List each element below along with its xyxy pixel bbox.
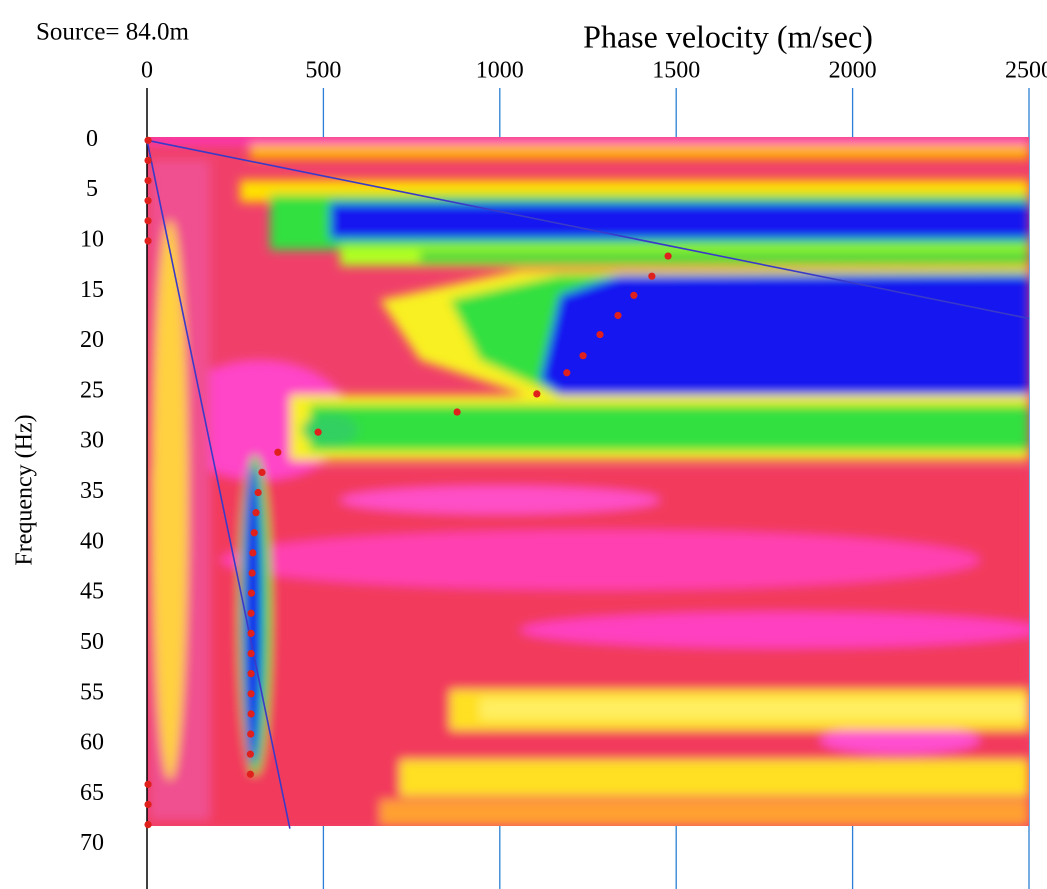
picked-point <box>248 569 256 577</box>
y-tick-label: 20 <box>80 327 104 353</box>
picked-point <box>247 609 255 617</box>
y-tick-label: 40 <box>80 528 104 554</box>
x-tick-label: 2500 <box>1005 58 1047 84</box>
reference-line <box>146 140 291 829</box>
x-tick-label: 0 <box>141 58 153 84</box>
y-tick-label: 0 <box>86 126 98 152</box>
y-tick-label: 15 <box>80 277 104 303</box>
picked-point <box>144 780 152 788</box>
y-tick-label: 55 <box>80 679 104 705</box>
x-axis-label: Phase velocity (m/sec) <box>583 18 873 54</box>
y-tick-label: 60 <box>80 730 104 756</box>
picked-point <box>453 408 461 416</box>
y-tick-label: 50 <box>80 629 104 655</box>
x-tick-label: 500 <box>305 58 341 84</box>
picked-point <box>144 217 152 225</box>
y-tick-label: 5 <box>86 176 98 202</box>
picked-point <box>247 629 255 638</box>
picked-point <box>258 468 266 476</box>
picked-point <box>274 448 282 456</box>
picked-point <box>252 509 260 517</box>
picked-point <box>614 311 622 320</box>
dispersion-image <box>147 137 1029 826</box>
picked-point <box>247 670 255 678</box>
picked-point <box>533 390 541 398</box>
picked-point <box>630 291 638 299</box>
x-tick-label: 1000 <box>476 58 524 84</box>
picked-point <box>144 800 152 809</box>
picked-point <box>254 488 262 497</box>
x-tick-label: 1500 <box>652 58 700 84</box>
picked-point <box>246 770 254 778</box>
x-tick-label: 2000 <box>829 58 877 84</box>
picked-point <box>664 252 672 260</box>
picked-point <box>648 272 656 280</box>
picked-point <box>596 330 604 339</box>
reference-line <box>146 139 1030 320</box>
y-tick-label: 25 <box>80 377 104 403</box>
picked-point <box>144 176 152 185</box>
y-tick-label: 35 <box>80 478 104 504</box>
y-tick-label: 65 <box>80 780 104 806</box>
picked-point <box>144 156 152 165</box>
picked-point <box>247 690 255 698</box>
picked-point <box>144 820 152 829</box>
picked-point <box>247 649 255 658</box>
picked-point <box>250 529 258 537</box>
picked-point <box>314 428 322 436</box>
picked-point <box>144 136 152 144</box>
picked-point <box>563 369 571 377</box>
picked-point <box>144 237 152 245</box>
y-tick-label: 70 <box>80 830 104 856</box>
picked-point <box>579 352 587 360</box>
picked-point <box>247 710 255 718</box>
y-axis-label: Frequency (Hz) <box>12 414 38 565</box>
y-tick-label: 30 <box>80 428 104 454</box>
picked-point <box>246 750 254 758</box>
picked-point <box>247 589 256 597</box>
y-tick-label: 10 <box>80 226 104 252</box>
picked-point <box>144 197 152 205</box>
y-tick-label: 45 <box>80 579 104 605</box>
picked-point <box>247 730 255 738</box>
chart-title: Source= 84.0m <box>36 19 190 46</box>
picked-point <box>249 549 257 557</box>
